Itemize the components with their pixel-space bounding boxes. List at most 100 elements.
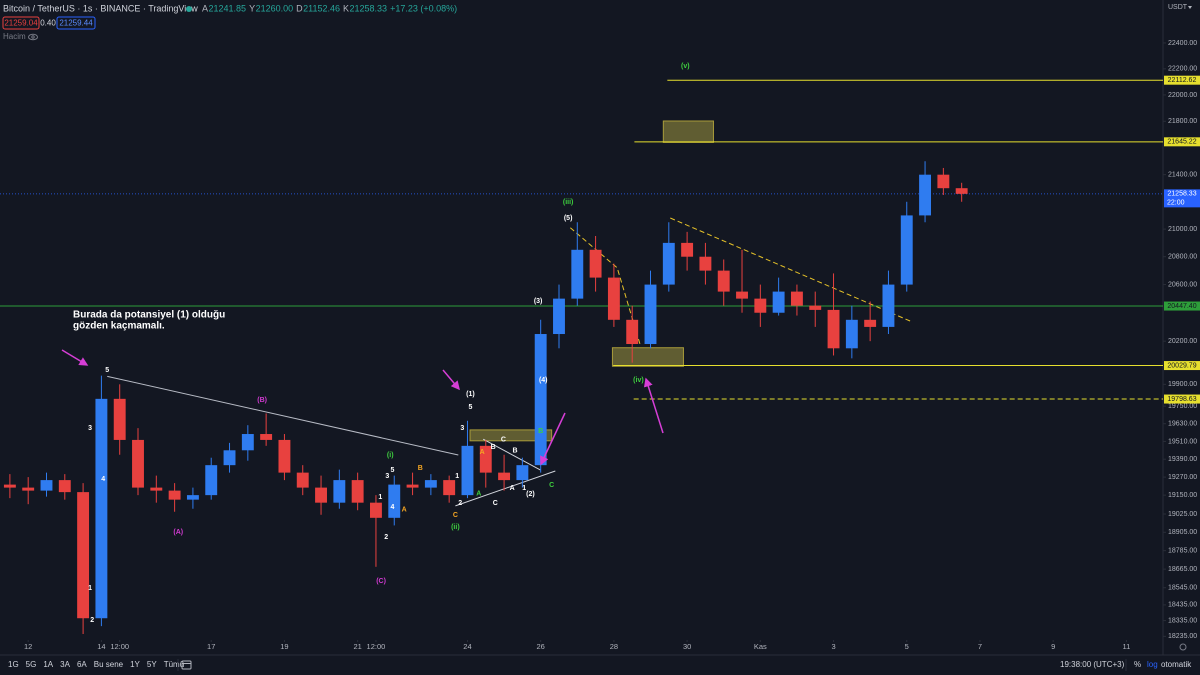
price-level-tag xyxy=(1164,394,1200,404)
zone xyxy=(611,347,684,367)
eye-icon[interactable] xyxy=(28,33,38,41)
candle-body xyxy=(498,472,511,481)
candle-body xyxy=(626,319,639,345)
x-tick-label: 26 xyxy=(537,642,545,651)
y-tick-label: 18335.00 xyxy=(1168,617,1197,624)
x-tick-label: Kas xyxy=(754,642,767,651)
candle-body xyxy=(406,484,419,488)
wave-label: 5 xyxy=(390,467,394,474)
trendline xyxy=(455,470,556,507)
y-tick-label: 21000.00 xyxy=(1168,226,1197,233)
clock: 19:38:00 (UTC+3) xyxy=(1060,660,1125,669)
range-button[interactable]: 1G xyxy=(8,660,19,669)
currency[interactable]: USDT xyxy=(1168,4,1188,11)
ohlc-key: D xyxy=(296,3,303,13)
price-level-tag xyxy=(1164,75,1200,85)
x-tick-label: 28 xyxy=(610,642,618,651)
candle-body xyxy=(919,174,932,216)
zones xyxy=(469,120,714,442)
wave-label: 3 xyxy=(460,425,464,432)
wave-label: (i) xyxy=(387,452,394,459)
wave-label: 5 xyxy=(105,367,109,374)
settings-icon[interactable] xyxy=(1179,643,1187,651)
range-button[interactable]: 6A xyxy=(77,660,87,669)
candle-body xyxy=(351,480,364,503)
wave-label: 4 xyxy=(390,504,394,511)
note-line: Burada da potansiyel (1) olduğu xyxy=(73,310,225,321)
wave-label: B xyxy=(418,465,423,472)
sell-price[interactable]: 21259.04 xyxy=(4,19,38,28)
wave-label: 1 xyxy=(522,485,526,492)
wave-label: (iii) xyxy=(563,199,574,206)
candle-body xyxy=(864,319,877,327)
wave-label: B xyxy=(538,428,543,435)
candle-body xyxy=(882,284,895,327)
wave-label: (2) xyxy=(526,491,535,498)
range-button[interactable]: 5G xyxy=(26,660,37,669)
y-tick-label: 18905.00 xyxy=(1168,529,1197,536)
buy-price[interactable]: 21259.44 xyxy=(59,19,93,28)
price-level-label: 21258.33 xyxy=(1167,191,1196,198)
range-button[interactable]: Bu sene xyxy=(94,660,124,669)
drawings xyxy=(0,79,1163,507)
log-toggle[interactable]: log xyxy=(1147,660,1158,669)
price-level-label: 19798.63 xyxy=(1167,396,1196,403)
y-tick-label: 18235.00 xyxy=(1168,633,1197,640)
ohlc-value: 21241.85 xyxy=(209,3,247,13)
wave-label: (4) xyxy=(539,377,548,384)
percent-toggle[interactable]: % xyxy=(1134,660,1141,669)
candle-body xyxy=(278,439,291,473)
candle-body xyxy=(644,284,657,345)
symbol-title: Bitcoin / TetherUS · 1s · BINANCE · Trad… xyxy=(3,3,198,13)
x-tick-label: 5 xyxy=(905,642,909,651)
y-tick-label: 21400.00 xyxy=(1168,172,1197,179)
range-button[interactable]: 1Y xyxy=(130,660,140,669)
candle-body xyxy=(241,434,254,451)
y-tick-label: 19900.00 xyxy=(1168,381,1197,388)
x-tick-label: 24 xyxy=(463,642,471,651)
range-button[interactable]: 5Y xyxy=(147,660,157,669)
x-tick-label: 21 xyxy=(353,642,361,651)
wave-label: (1) xyxy=(466,391,475,398)
volume-label: Hacim xyxy=(3,32,26,41)
candle-body xyxy=(77,492,90,619)
wave-label: 4 xyxy=(101,476,105,483)
candle-body xyxy=(186,495,199,500)
wave-label: (3) xyxy=(534,298,543,305)
currency-caret[interactable] xyxy=(1188,6,1192,9)
y-tick-label: 19630.00 xyxy=(1168,421,1197,428)
x-tick-label: 9 xyxy=(1051,642,1055,651)
price-level-tag xyxy=(1164,189,1200,208)
x-tick-label: 17 xyxy=(207,642,215,651)
candle-body xyxy=(3,484,16,488)
auto-toggle[interactable]: otomatik xyxy=(1161,660,1192,669)
price-level-countdown: 22:00 xyxy=(1167,200,1185,207)
status-dot xyxy=(186,6,192,12)
candle-body xyxy=(571,249,584,299)
sell-box[interactable] xyxy=(2,16,40,30)
candle-body xyxy=(516,465,529,481)
trendline xyxy=(482,438,541,471)
wave-label: (A) xyxy=(173,529,183,536)
candle-body xyxy=(205,465,218,496)
range-button[interactable]: 1A xyxy=(43,660,53,669)
y-tick-label: 20600.00 xyxy=(1168,281,1197,288)
buy-box[interactable] xyxy=(56,16,96,30)
candle-body xyxy=(754,298,767,313)
price-level-label: 20447.40 xyxy=(1167,303,1196,310)
arrow xyxy=(442,369,460,391)
ohlc-change: +17.23 (+0.08%) xyxy=(390,3,457,13)
wave-label: A xyxy=(476,490,481,497)
ohlc-key: Y xyxy=(249,3,255,13)
arrows xyxy=(61,349,664,466)
range-button[interactable]: 3A xyxy=(60,660,70,669)
range-button[interactable]: Tümü xyxy=(164,660,184,669)
x-tick-label: 19 xyxy=(280,642,288,651)
calendar-icon[interactable] xyxy=(181,660,192,670)
candle-body xyxy=(681,242,694,257)
candle-body xyxy=(772,291,785,313)
candle-body xyxy=(22,487,35,491)
